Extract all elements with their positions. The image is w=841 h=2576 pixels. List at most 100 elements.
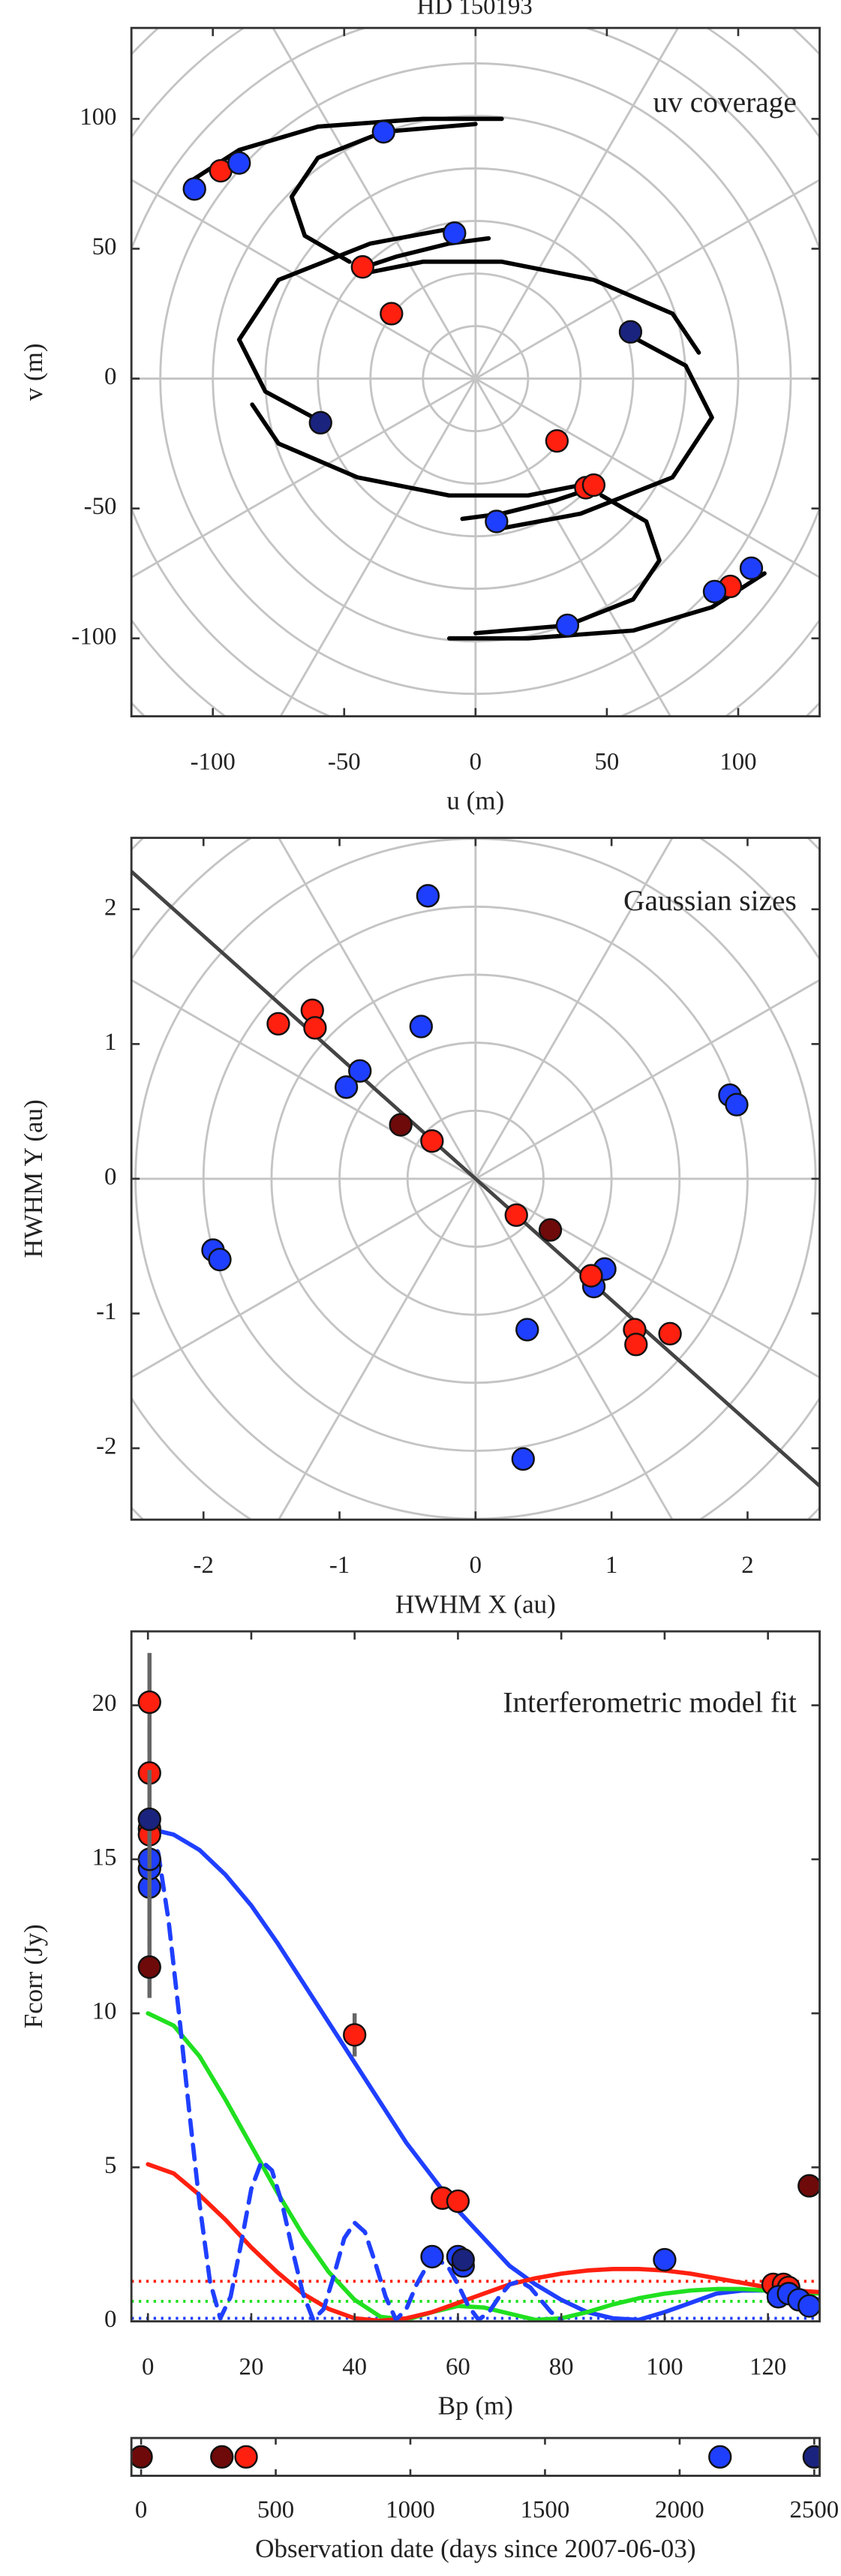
x-tick-label: 0 — [470, 1552, 482, 1579]
y-tick-label: 10 — [92, 1998, 117, 2025]
data-point — [137, 1690, 161, 1715]
data-point — [389, 1113, 413, 1137]
data-point — [653, 2247, 677, 2272]
x-tick-label: 100 — [719, 749, 756, 776]
plot-frame — [130, 2436, 821, 2477]
data-point — [538, 1218, 563, 1242]
data-point — [137, 1807, 161, 1832]
x-tick-label: 1000 — [386, 2496, 435, 2523]
model-curve — [473, 493, 662, 636]
x-tick-label: 120 — [749, 2354, 786, 2381]
y-tick-label: -2 — [96, 1433, 116, 1460]
plot-area — [131, 28, 820, 717]
data-point — [624, 1333, 648, 1357]
data-point — [504, 1203, 528, 1228]
data-point — [446, 2189, 470, 2214]
data-point — [739, 556, 764, 580]
x-axis-label: Bp (m) — [438, 2391, 513, 2421]
data-point — [210, 2445, 234, 2469]
x-axis-label: HWHM X (au) — [395, 1589, 556, 1619]
x-tick-label: 60 — [446, 2354, 470, 2381]
y-axis-label: Fcorr (Jy) — [19, 1924, 48, 2028]
model-curve — [146, 2162, 820, 2322]
data-point — [409, 1014, 433, 1039]
data-point — [334, 1075, 359, 1099]
annotation: uv coverage — [653, 86, 796, 119]
data-point — [182, 177, 206, 201]
y-tick-label: -100 — [71, 623, 116, 650]
data-point — [348, 1059, 372, 1083]
y-tick-label: 2 — [104, 894, 116, 921]
data-point — [416, 884, 440, 908]
grid-spoke — [131, 179, 820, 579]
data-point — [545, 428, 569, 453]
y-tick-label: -1 — [96, 1298, 116, 1325]
x-tick-label: 1 — [605, 1552, 617, 1579]
y-tick-label: 20 — [92, 1690, 117, 1717]
model-curve — [289, 122, 478, 264]
data-point — [797, 2174, 820, 2198]
data-point — [303, 1016, 327, 1040]
x-tick-label: -1 — [329, 1552, 350, 1579]
data-point — [380, 302, 404, 326]
data-point — [515, 1318, 539, 1342]
data-point — [797, 2294, 820, 2318]
data-point — [511, 1447, 535, 1471]
x-tick-label: 1500 — [521, 2496, 570, 2523]
model-curve — [236, 225, 457, 425]
y-axis-label: v (m) — [19, 343, 48, 401]
data-point — [708, 2445, 732, 2469]
x-tick-label: 2 — [741, 1552, 753, 1579]
y-tick-label: 15 — [92, 1844, 117, 1871]
data-point — [137, 1955, 161, 1979]
data-point — [555, 613, 580, 638]
data-point — [227, 151, 251, 175]
grid-spoke — [279, 28, 680, 717]
x-tick-label: 2000 — [655, 2496, 704, 2523]
annotation: Gaussian sizes — [623, 884, 797, 917]
data-point — [581, 473, 606, 497]
data-point — [208, 1247, 232, 1272]
x-axis-label: Observation date (days since 2007-06-03) — [255, 2534, 695, 2563]
x-tick-label: 20 — [239, 2354, 264, 2381]
x-tick-label: 0 — [142, 2354, 154, 2381]
data-point — [131, 2445, 153, 2469]
data-point — [485, 509, 509, 534]
model-curve — [146, 2011, 820, 2322]
x-tick-label: 500 — [257, 2496, 294, 2523]
x-tick-label: 0 — [470, 749, 482, 776]
annotation: Interferometric model fit — [503, 1686, 797, 1719]
model-curve — [355, 236, 491, 272]
x-tick-label: 80 — [549, 2354, 574, 2381]
data-point — [266, 1011, 290, 1036]
y-tick-label: 0 — [104, 2306, 116, 2333]
x-tick-label: -50 — [328, 749, 361, 776]
grid-spoke — [131, 179, 820, 579]
data-point — [802, 2445, 820, 2469]
model-curve — [460, 485, 596, 522]
data-point — [234, 2445, 258, 2469]
model-curve — [146, 1826, 564, 2322]
plot-area — [131, 837, 820, 1520]
model-curve — [250, 402, 596, 498]
x-tick-label: 0 — [135, 2496, 147, 2523]
plot-area — [131, 2445, 820, 2469]
data-point — [371, 120, 395, 144]
x-axis-label: u (m) — [446, 786, 504, 816]
x-tick-label: 50 — [595, 749, 620, 776]
model-curve — [131, 870, 820, 1488]
y-tick-label: 0 — [104, 363, 116, 390]
plot-area — [131, 1652, 820, 2322]
y-axis-label: HWHM Y (au) — [19, 1099, 48, 1258]
data-point — [350, 255, 374, 279]
y-tick-label: 5 — [104, 2152, 116, 2179]
data-point — [308, 410, 332, 435]
x-tick-label: 100 — [646, 2354, 683, 2381]
model-curve — [146, 1826, 820, 2322]
data-point — [443, 221, 467, 245]
data-point — [420, 2244, 444, 2269]
x-tick-label: 40 — [342, 2354, 367, 2381]
plot-frame — [130, 1630, 821, 2323]
y-tick-label: 100 — [80, 104, 116, 131]
